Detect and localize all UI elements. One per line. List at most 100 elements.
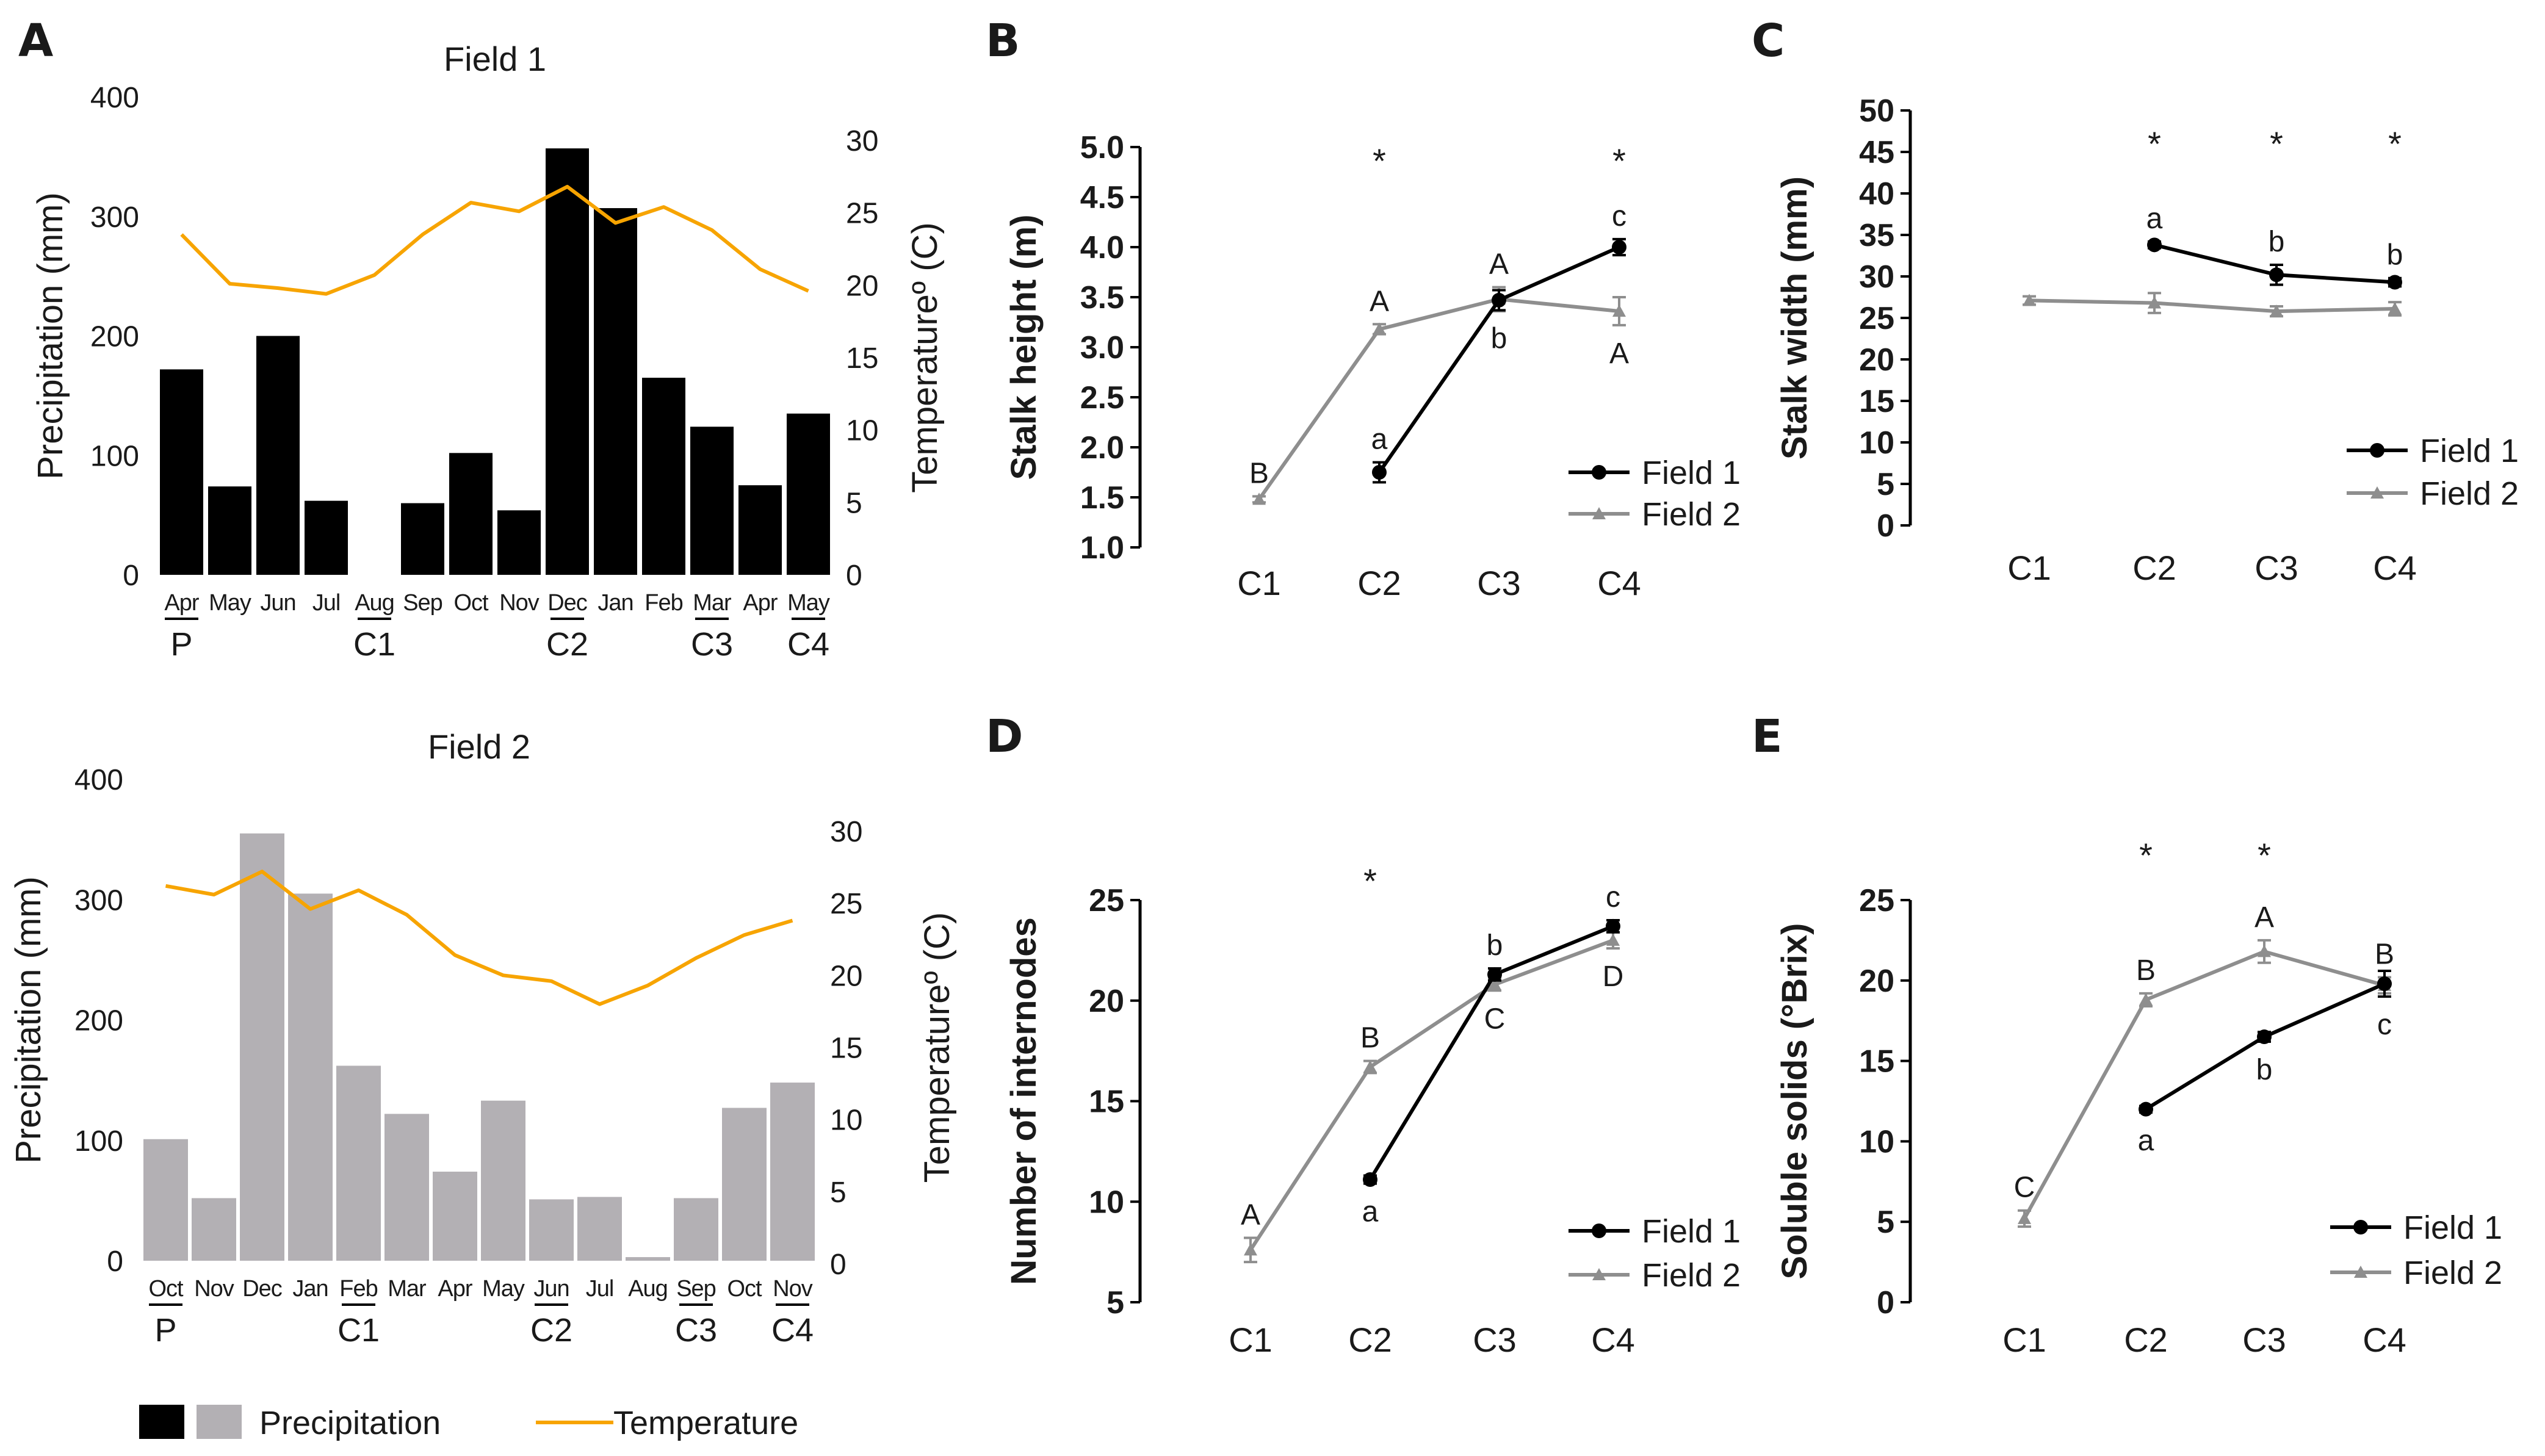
legend-a: Precipitation Temperature [139, 1405, 798, 1441]
series-line [2029, 298, 2395, 314]
month-tick-label: Jun [533, 1276, 569, 1302]
data-point [1372, 465, 1387, 480]
precipitation-bar [770, 1083, 815, 1261]
y2-axis-label: Temperatureº (C) [917, 912, 957, 1183]
y-tick-label: 20 [1089, 984, 1124, 1019]
y-axis-label: Precipitation (mm) [9, 876, 48, 1164]
month-tick-label: Apr [164, 590, 199, 616]
y-tick-label: 4.0 [1080, 230, 1124, 265]
x-tick-label: C2 [2124, 1321, 2168, 1359]
legend-precipitation-label: Precipitation [259, 1405, 441, 1441]
y-tick-label: 0 [1877, 508, 1894, 544]
month-tick-label: Jul [312, 590, 341, 616]
y-tick-label: 200 [90, 321, 139, 353]
y-tick-label: 3.0 [1080, 330, 1124, 366]
y2-tick-label: 30 [846, 125, 878, 157]
y-tick-label: 15 [1859, 384, 1894, 419]
month-tick-label: Jan [597, 590, 633, 616]
y-tick-label: 5 [1877, 467, 1894, 502]
legend-swatch-field2 [197, 1405, 242, 1439]
significance-letter: c [1612, 200, 1626, 232]
panel-label-d: D [986, 710, 1023, 763]
legend-marker-field2 [2354, 1266, 2367, 1278]
y2-tick-label: 25 [846, 198, 878, 230]
data-point [1363, 1060, 1377, 1073]
significance-letter: a [1371, 423, 1388, 456]
series-line [1377, 245, 1620, 474]
y-tick-label: 25 [1089, 883, 1124, 918]
data-point [2388, 275, 2402, 290]
month-tick-label: Oct [148, 1276, 184, 1302]
y-tick-label: 300 [90, 201, 139, 234]
month-tick-label: May [787, 590, 830, 616]
data-point [1606, 918, 1620, 934]
y-tick-label: 1.0 [1080, 530, 1124, 566]
stage-label: C4 [787, 626, 829, 663]
precipitation-bar [305, 500, 348, 575]
data-point [2258, 945, 2271, 957]
significance-letter: b [2256, 1054, 2273, 1086]
significance-letter: A [1370, 285, 1389, 317]
legend-marker-field2 [1592, 507, 1606, 519]
series-line [2145, 982, 2386, 1111]
significance-letter: C [1484, 1003, 1506, 1035]
y2-tick-label: 10 [830, 1105, 862, 1137]
x-tick-label: C1 [2007, 549, 2051, 587]
legend-marker-field2 [1592, 1268, 1606, 1280]
significance-letter: b [2269, 226, 2285, 258]
legend-marker-field1 [1592, 465, 1606, 480]
month-tick-label: May [209, 590, 251, 616]
y-tick-label: 0 [1877, 1285, 1894, 1321]
chart-stalk-width: 0 5 10 15 20 25 30 35 40 45 50 Stalk width (mm) C1 C2… [1775, 93, 2519, 587]
significance-star: * [2139, 836, 2153, 874]
data-point [2139, 1101, 2153, 1117]
legend-swatch-field1 [139, 1405, 184, 1439]
month-tick-label: Sep [676, 1276, 716, 1302]
significance-letter: A [2254, 901, 2274, 934]
y-tick-label: 25 [1859, 883, 1894, 918]
data-point [1487, 967, 1502, 982]
panel-label-a: A [18, 15, 53, 67]
stage-label: P [154, 1312, 176, 1349]
precipitation-bar [738, 485, 782, 575]
y-tick-label: 10 [1859, 425, 1894, 461]
precipitation-bar [384, 1114, 429, 1261]
month-tick-label: Aug [628, 1276, 668, 1302]
stage-label: P [170, 626, 192, 663]
significance-letter: A [1489, 248, 1509, 281]
y-tick-label: 30 [1859, 259, 1894, 295]
significance-star: * [2148, 124, 2161, 163]
chart-field1-climate: Field 1 0 100 200 300 400 0 5 10 15 20 25 30 Precipit… [31, 40, 945, 663]
series-line [1249, 939, 1614, 1251]
y2-tick-label: 15 [830, 1033, 862, 1065]
significance-letter: c [1606, 881, 1620, 914]
month-tick-label: Jul [586, 1276, 614, 1302]
chart-soluble-solids: 0 5 10 15 20 25 Soluble solids (°Brix) C1 C2 C3 C4… [1775, 836, 2502, 1359]
data-point [2269, 267, 2284, 283]
legend-label-field2: Field 2 [1642, 1257, 1741, 1294]
y-axis-label: Soluble solids (°Brix) [1775, 923, 1814, 1280]
legend-label-field1: Field 1 [1642, 1213, 1741, 1250]
month-tick-label: Feb [644, 590, 682, 616]
y-tick-label: 5 [1877, 1205, 1894, 1240]
x-tick-label: C1 [1237, 564, 1281, 602]
x-tick-label: C3 [2242, 1321, 2286, 1359]
data-point [1612, 304, 1626, 317]
significance-letter: A [1241, 1199, 1260, 1231]
stage-label: C2 [530, 1312, 572, 1349]
legend-marker-field2 [2370, 486, 2384, 499]
month-tick-label: Aug [355, 590, 394, 616]
data-point [1363, 1172, 1377, 1188]
data-point [2377, 976, 2392, 992]
precipitation-bar [143, 1139, 188, 1261]
data-point [2148, 296, 2161, 309]
precipitation-bar [626, 1257, 670, 1261]
legend-marker-field1 [2353, 1220, 2368, 1234]
month-tick-label: Mar [693, 590, 732, 616]
y-tick-label: 10 [1859, 1124, 1894, 1159]
y-tick-label: 100 [74, 1125, 123, 1158]
panel-label-b: B [986, 15, 1020, 67]
y-axis-label: Stalk width (mm) [1775, 176, 1814, 460]
month-tick-label: Mar [388, 1276, 427, 1302]
